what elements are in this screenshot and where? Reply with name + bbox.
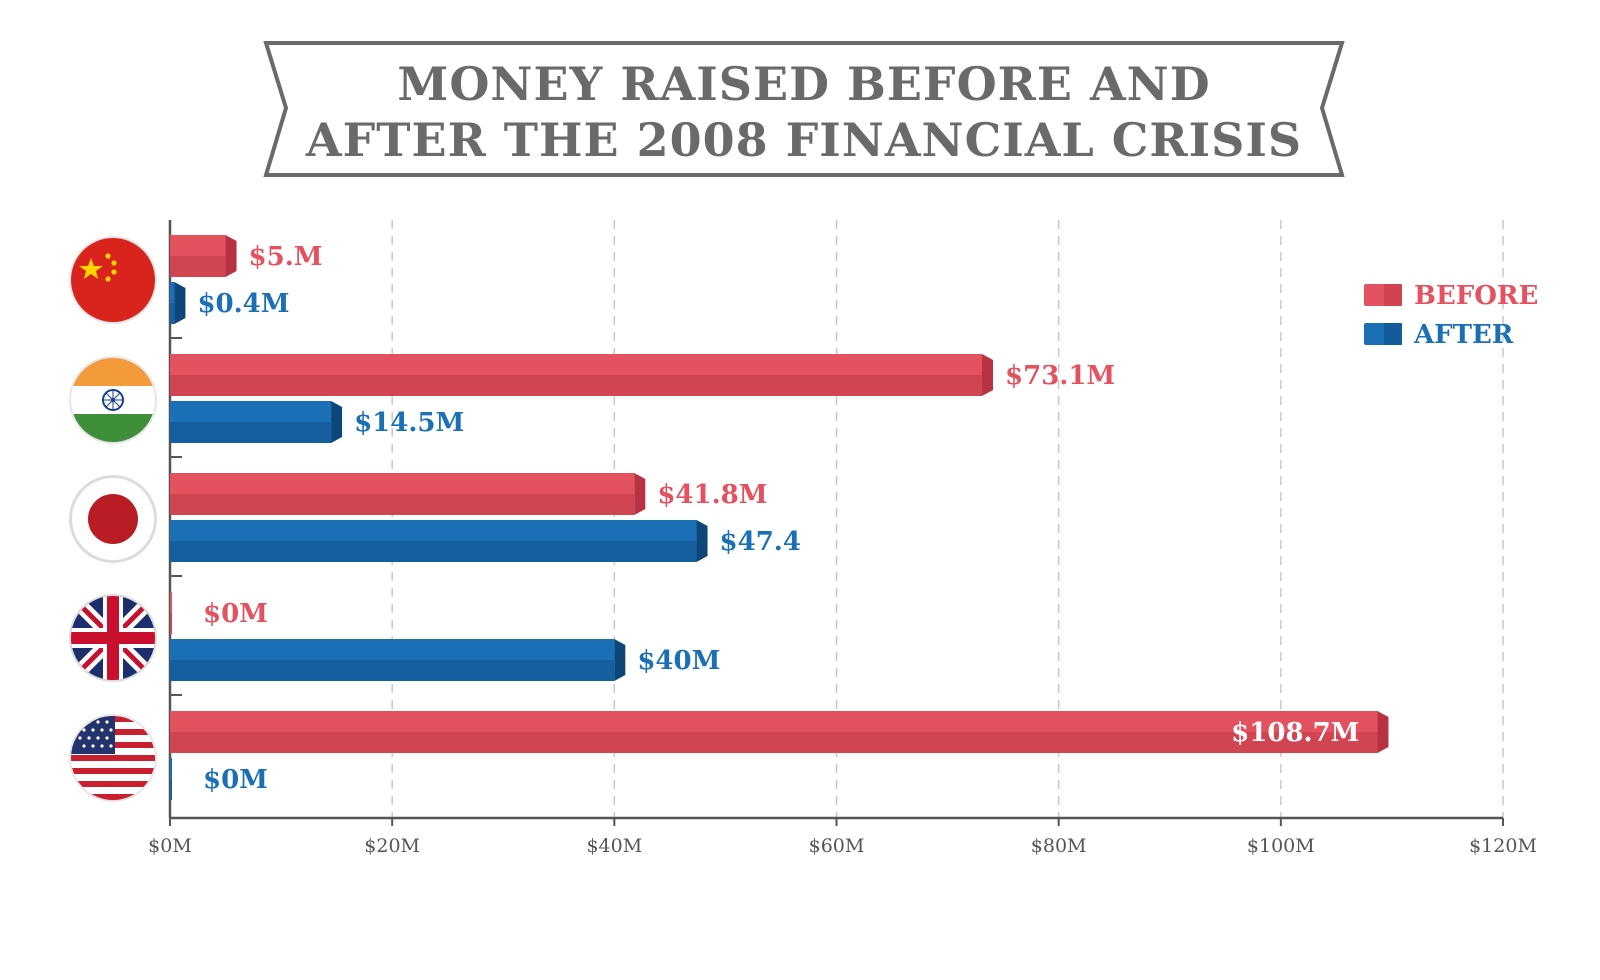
china-flag-icon <box>69 236 157 324</box>
japan-flag-icon <box>69 475 157 563</box>
uk-flag-icon <box>69 594 157 682</box>
value-label-before-japan: $41.8M <box>657 480 767 510</box>
value-label-before-china: $5.M <box>249 242 323 272</box>
x-tick-label: $80M <box>1031 835 1087 857</box>
legend-label-before: BEFORE <box>1414 281 1538 311</box>
x-tick-label: $40M <box>586 835 642 857</box>
x-tick-label: $120M <box>1469 835 1537 857</box>
legend-item-after: AFTER <box>1364 320 1514 350</box>
bar-before-india <box>170 354 994 396</box>
bars <box>170 235 1389 800</box>
bar-after-china <box>170 282 186 324</box>
value-label-before-united-kingdom: $0M <box>203 599 268 629</box>
bar-before-china <box>170 235 237 277</box>
chart-title-line-2: AFTER THE 2008 FINANCIAL CRISIS <box>305 113 1302 167</box>
x-tick-label: $20M <box>364 835 420 857</box>
value-label-before-india: $73.1M <box>1005 361 1115 391</box>
bar-before-united-kingdom <box>170 592 172 634</box>
legend: BEFORE AFTER <box>1364 281 1538 350</box>
value-label-after-china: $0.4M <box>197 289 289 319</box>
bar-before-united-states <box>170 711 1389 753</box>
usa-flag-icon <box>69 714 157 802</box>
bar-after-japan <box>170 520 708 562</box>
value-label-before-united-states: $108.7M <box>1231 718 1359 748</box>
x-tick-label: $60M <box>809 835 865 857</box>
value-labels: $5.M $0.4M $73.1M $14.5M $41.8M $47.4 $0M $40M $… <box>197 242 1359 795</box>
x-tick-label: $100M <box>1247 835 1315 857</box>
value-label-after-india: $14.5M <box>354 408 464 438</box>
bar-after-india <box>170 401 343 443</box>
bar-after-united-states <box>170 758 172 800</box>
title-banner: MONEY RAISED BEFORE AND AFTER THE 2008 F… <box>263 41 1345 177</box>
bar-after-united-kingdom <box>170 639 626 681</box>
value-label-after-japan: $47.4 <box>720 527 801 557</box>
value-label-after-united-kingdom: $40M <box>637 646 720 676</box>
bar-before-japan <box>170 473 646 515</box>
chart-title-line-1: MONEY RAISED BEFORE AND <box>397 57 1210 111</box>
india-flag-icon <box>69 356 157 444</box>
value-label-after-united-states: $0M <box>203 765 268 795</box>
legend-item-before: BEFORE <box>1364 281 1538 311</box>
x-tick-label: $0M <box>148 835 192 857</box>
legend-label-after: AFTER <box>1413 320 1514 350</box>
